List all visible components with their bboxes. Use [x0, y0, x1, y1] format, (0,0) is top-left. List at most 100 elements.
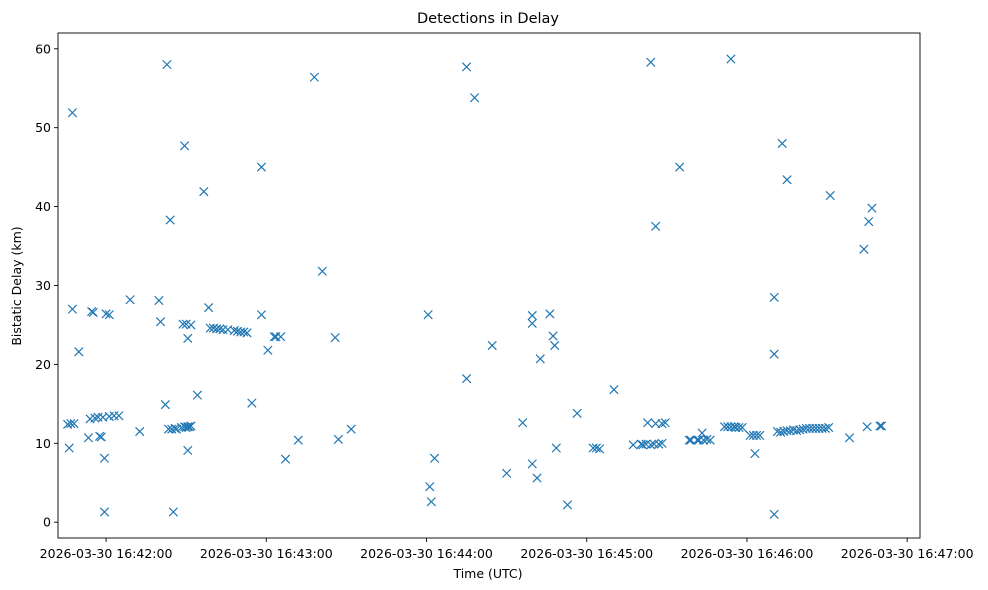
plot-area: 0 10 20 30 40 50 60 2026-03-30 16:42:00 2026-03-… — [35, 32, 974, 561]
data-point — [74, 347, 84, 357]
data-point — [594, 444, 605, 454]
data-point — [309, 72, 319, 82]
data-point — [751, 430, 762, 441]
data-point — [469, 93, 480, 103]
data-point — [550, 340, 560, 351]
data-point — [160, 400, 170, 410]
data-point — [545, 309, 555, 319]
x-tick-label: 2026-03-30 16:42:00 — [40, 546, 173, 561]
data-point — [179, 141, 190, 151]
data-point — [769, 292, 779, 302]
data-point — [646, 57, 656, 67]
x-tick-label: 2026-03-30 16:43:00 — [200, 546, 333, 561]
data-point — [69, 418, 79, 429]
data-point — [646, 440, 656, 450]
data-point — [518, 418, 528, 428]
x-tick-label: 2026-03-30 16:47:00 — [841, 546, 974, 561]
data-point — [820, 423, 831, 433]
chart-title: Detections in Delay — [417, 11, 559, 27]
data-point — [114, 411, 124, 421]
data-point — [203, 302, 214, 313]
data-point — [532, 473, 542, 483]
data-point — [199, 186, 209, 197]
x-tick-label: 2026-03-30 16:45:00 — [520, 546, 653, 561]
data-point — [66, 418, 76, 429]
data-point — [864, 216, 874, 227]
data-point — [96, 432, 106, 442]
data-point — [527, 318, 537, 328]
data-point — [330, 332, 340, 343]
data-point — [242, 328, 252, 338]
data-point — [875, 421, 885, 431]
data-point — [168, 507, 178, 517]
data-point — [280, 454, 291, 464]
data-point — [90, 413, 100, 423]
data-point — [333, 434, 344, 444]
data-point — [657, 438, 667, 448]
data-point — [844, 433, 855, 443]
data-point — [862, 422, 872, 432]
data-point — [628, 440, 638, 450]
data-point — [548, 331, 558, 341]
data-point — [247, 398, 257, 408]
data-point — [867, 203, 877, 213]
data-point — [859, 244, 869, 254]
y-tick-label: 40 — [35, 199, 51, 214]
data-point — [183, 445, 193, 456]
data-point — [192, 390, 203, 400]
data-point — [750, 448, 760, 459]
data-point — [487, 340, 497, 351]
data-point — [777, 138, 787, 149]
data-point — [769, 349, 779, 359]
data-point — [183, 333, 193, 343]
y-tick-label: 30 — [35, 278, 51, 293]
data-point — [734, 422, 744, 433]
data-point — [426, 497, 436, 507]
data-point — [155, 317, 166, 327]
data-point — [256, 162, 267, 172]
x-axis-label: Time (UTC) — [452, 566, 522, 581]
data-point — [527, 459, 537, 469]
data-point — [502, 468, 512, 478]
data-point — [572, 408, 582, 418]
data-point — [346, 424, 356, 434]
data-point — [461, 62, 472, 72]
data-point — [186, 320, 196, 330]
data-point — [125, 295, 135, 305]
data-point — [535, 354, 545, 364]
data-point — [104, 310, 114, 320]
data-point — [782, 175, 792, 185]
data-point — [239, 327, 249, 337]
y-tick-label: 10 — [35, 436, 51, 451]
y-tick-label: 50 — [35, 120, 51, 135]
data-point — [263, 345, 273, 355]
data-point — [256, 310, 267, 320]
data-point — [654, 439, 664, 449]
data-point — [425, 482, 435, 492]
data-point — [99, 507, 110, 517]
data-point — [423, 310, 433, 320]
data-point — [215, 324, 225, 334]
data-point — [67, 304, 78, 314]
data-point — [705, 435, 715, 445]
data-point — [101, 309, 111, 319]
data-point — [591, 443, 601, 453]
data-point — [186, 421, 196, 431]
x-tick-label: 2026-03-30 16:46:00 — [681, 546, 814, 561]
data-point — [162, 59, 172, 70]
data-point — [660, 418, 670, 428]
data-point — [83, 433, 94, 443]
x-tick-label: 2026-03-30 16:44:00 — [360, 546, 493, 561]
data-point — [154, 295, 164, 306]
data-point — [825, 190, 835, 201]
data-point — [135, 426, 145, 437]
data-point — [461, 373, 472, 384]
data-point — [726, 54, 736, 64]
data-point — [317, 266, 327, 276]
data-point — [675, 162, 685, 172]
data-point — [769, 509, 779, 519]
data-point — [755, 430, 765, 441]
data-point — [527, 310, 537, 321]
